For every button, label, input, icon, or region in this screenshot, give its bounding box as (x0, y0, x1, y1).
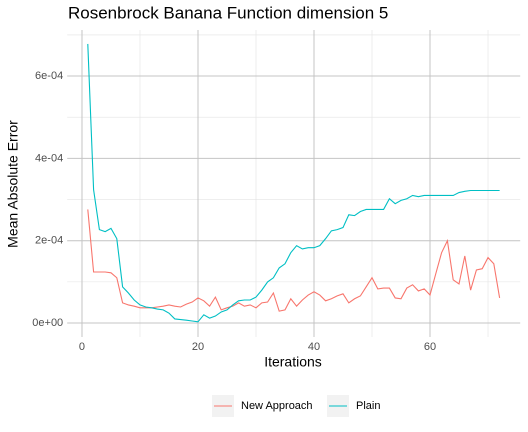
x-tick-label: 0 (79, 341, 85, 353)
y-tick-label: 4e-04 (35, 152, 63, 164)
chart-title: Rosenbrock Banana Function dimension 5 (68, 3, 388, 22)
x-axis-title: Iterations (264, 354, 322, 370)
y-tick-label: 6e-04 (35, 70, 63, 82)
x-tick-label: 60 (424, 341, 436, 353)
series-line (87, 209, 501, 312)
y-tick-label: 0e+00 (32, 317, 63, 329)
legend-label: New Approach (241, 400, 313, 412)
y-tick-label: 2e-04 (35, 235, 63, 247)
y-axis-title: Mean Absolute Error (5, 120, 21, 248)
x-tick-label: 20 (192, 341, 204, 353)
series-line (87, 43, 500, 323)
x-tick-label: 40 (308, 341, 320, 353)
legend-label: Plain (356, 400, 380, 412)
